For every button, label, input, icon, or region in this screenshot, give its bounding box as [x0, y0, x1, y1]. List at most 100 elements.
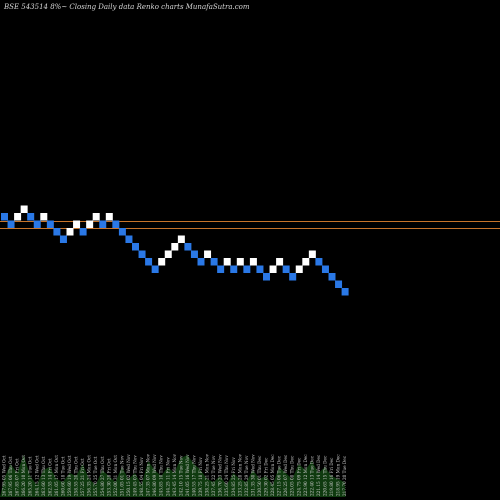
renko-brick-up: [204, 250, 212, 258]
volume-label: 245.85 10 Thu Nov: [159, 455, 164, 496]
renko-brick-down: [184, 243, 192, 251]
renko-brick-up: [86, 220, 94, 228]
renko-brick-down: [59, 235, 67, 243]
renko-brick-down: [230, 265, 238, 273]
renko-brick-down: [263, 273, 270, 281]
renko-brick-down: [151, 265, 159, 273]
volume-label: 237.45 22 Tue Nov: [211, 455, 216, 496]
volume-label: 238.25 21 Mon Nov: [205, 453, 210, 496]
volume-label: 267.95 05 Wed Oct: [2, 455, 7, 496]
renko-brick-up: [177, 235, 185, 243]
volume-label: 257.25 21 Fri Oct: [80, 458, 85, 496]
volume-label: 263.60 13 Thu Oct: [41, 456, 46, 496]
renko-brick-down: [289, 273, 297, 281]
renko-brick-up: [236, 258, 244, 266]
renko-brick-down: [328, 273, 336, 281]
volume-label: 253.30 28 Fri Oct: [106, 458, 111, 496]
renko-brick-up: [171, 243, 179, 251]
renko-brick-down: [132, 243, 139, 251]
volume-date-labels: 267.95 05 Wed Oct 267.95 06 Thu Oct 267.85…: [2, 453, 348, 496]
renko-brick-up: [14, 213, 22, 221]
renko-brick-down: [27, 213, 35, 221]
volume-label: 246.80 09 Wed Nov: [152, 454, 157, 496]
volume-label: 234.85 25 Fri Nov: [231, 457, 236, 496]
renko-brick-up: [249, 258, 257, 266]
volume-label: 262.55 14 Fri Oct: [47, 458, 52, 496]
volume-label: 233.25 28 Mon Nov: [237, 453, 242, 496]
volume-label: 240.55 17 Thu Nov: [191, 455, 196, 496]
volume-label: 227.15 06 Tue Dec: [277, 455, 282, 496]
renko-brick-down: [1, 213, 8, 221]
volume-label: 226.25 07 Wed Dec: [283, 454, 288, 496]
volume-label: 265.20 11 Tue Oct: [28, 456, 33, 496]
renko-brick-up: [92, 213, 100, 221]
renko-brick-up: [164, 250, 172, 258]
renko-brick-up: [302, 258, 310, 266]
renko-brick-up: [105, 213, 113, 221]
volume-label: 236.70 23 Wed Nov: [218, 454, 223, 496]
renko-brick-down: [321, 265, 329, 273]
volume-label: 224.75 09 Fri Dec: [296, 457, 301, 496]
renko-brick-down: [335, 280, 343, 288]
renko-brick-down: [33, 220, 41, 228]
renko-brick-down: [282, 265, 290, 273]
volume-label: 241.05 16 Wed Nov: [185, 454, 190, 496]
renko-brick-down: [190, 250, 198, 258]
volume-label: 232.85 29 Tue Nov: [244, 455, 249, 496]
renko-brick-up: [269, 265, 277, 273]
renko-brick-down: [197, 258, 205, 266]
renko-brick-up: [66, 228, 74, 236]
volume-label: 264.15 12 Wed Oct: [34, 455, 39, 496]
volume-label: 252.00 31 Mon Oct: [113, 455, 118, 496]
renko-brick-down: [112, 220, 120, 228]
renko-brick-down: [210, 258, 218, 266]
renko-brick-down: [53, 228, 61, 236]
renko-brick-down: [256, 265, 264, 273]
volume-label: 267.85 07 Fri Oct: [15, 458, 20, 496]
renko-brick-down: [125, 235, 133, 243]
volume-area: [0, 455, 346, 497]
volume-label: 229.30 02 Fri Dec: [264, 457, 269, 496]
volume-label: 251.05 01 Tue Nov: [119, 455, 124, 496]
renko-brick-up: [276, 258, 284, 266]
volume-label: 235.60 24 Thu Nov: [224, 455, 229, 496]
volume-label: 239.75 18 Fri Nov: [198, 457, 203, 496]
volume-label: 250.15 02 Wed Nov: [126, 454, 131, 496]
renko-brick-down: [145, 258, 153, 266]
volume-label: 222.40 13 Tue Dec: [309, 455, 314, 496]
volume-label: 267.95 06 Thu Oct: [8, 456, 13, 496]
renko-brick-down: [7, 220, 15, 228]
chart-title: BSE 543514 8%~ Closing Daily data Renko …: [3, 3, 250, 11]
renko-brick-up: [73, 220, 81, 228]
volume-label: 217.70 20 Tue Dec: [342, 455, 347, 496]
renko-brick-down: [217, 265, 225, 273]
renko-brick-down: [138, 250, 146, 258]
volume-label: 244.25 11 Fri Nov: [165, 457, 170, 496]
volume-label: 256.35 24 Mon Oct: [87, 455, 92, 496]
volume-label: 266.20 10 Mon Oct: [21, 455, 26, 496]
renko-brick-up: [20, 205, 28, 213]
volume-label: 219.80 16 Fri Dec: [329, 457, 334, 496]
volume-label: 261.05 17 Mon Oct: [54, 455, 59, 496]
volume-label: 228.45 05 Mon Dec: [270, 454, 275, 496]
volume-label: 260.60 18 Tue Oct: [60, 456, 65, 496]
volume-label: 223.90 12 Mon Dec: [303, 454, 308, 496]
volume-label: 254.80 27 Thu Oct: [100, 456, 105, 496]
renko-brick-down: [243, 265, 251, 273]
volume-label: 258.55 20 Thu Oct: [74, 456, 79, 496]
volume-label: 249.45 03 Thu Nov: [133, 455, 138, 496]
volume-label: 225.05 08 Thu Dec: [290, 455, 295, 496]
volume-label: 221.15 14 Wed Dec: [316, 454, 321, 496]
volume-layer: [0, 455, 346, 497]
renko-brick-up: [40, 213, 48, 221]
renko-brick-down: [46, 220, 54, 228]
volume-label: 248.55 04 Fri Nov: [139, 457, 144, 496]
volume-label: 242.10 15 Tue Nov: [178, 455, 183, 496]
renko-bricks: [1, 205, 349, 296]
renko-brick-up: [295, 265, 303, 273]
volume-label: 218.95 19 Mon Dec: [336, 454, 341, 496]
renko-brick-down: [79, 228, 87, 236]
renko-brick-up: [223, 258, 231, 266]
